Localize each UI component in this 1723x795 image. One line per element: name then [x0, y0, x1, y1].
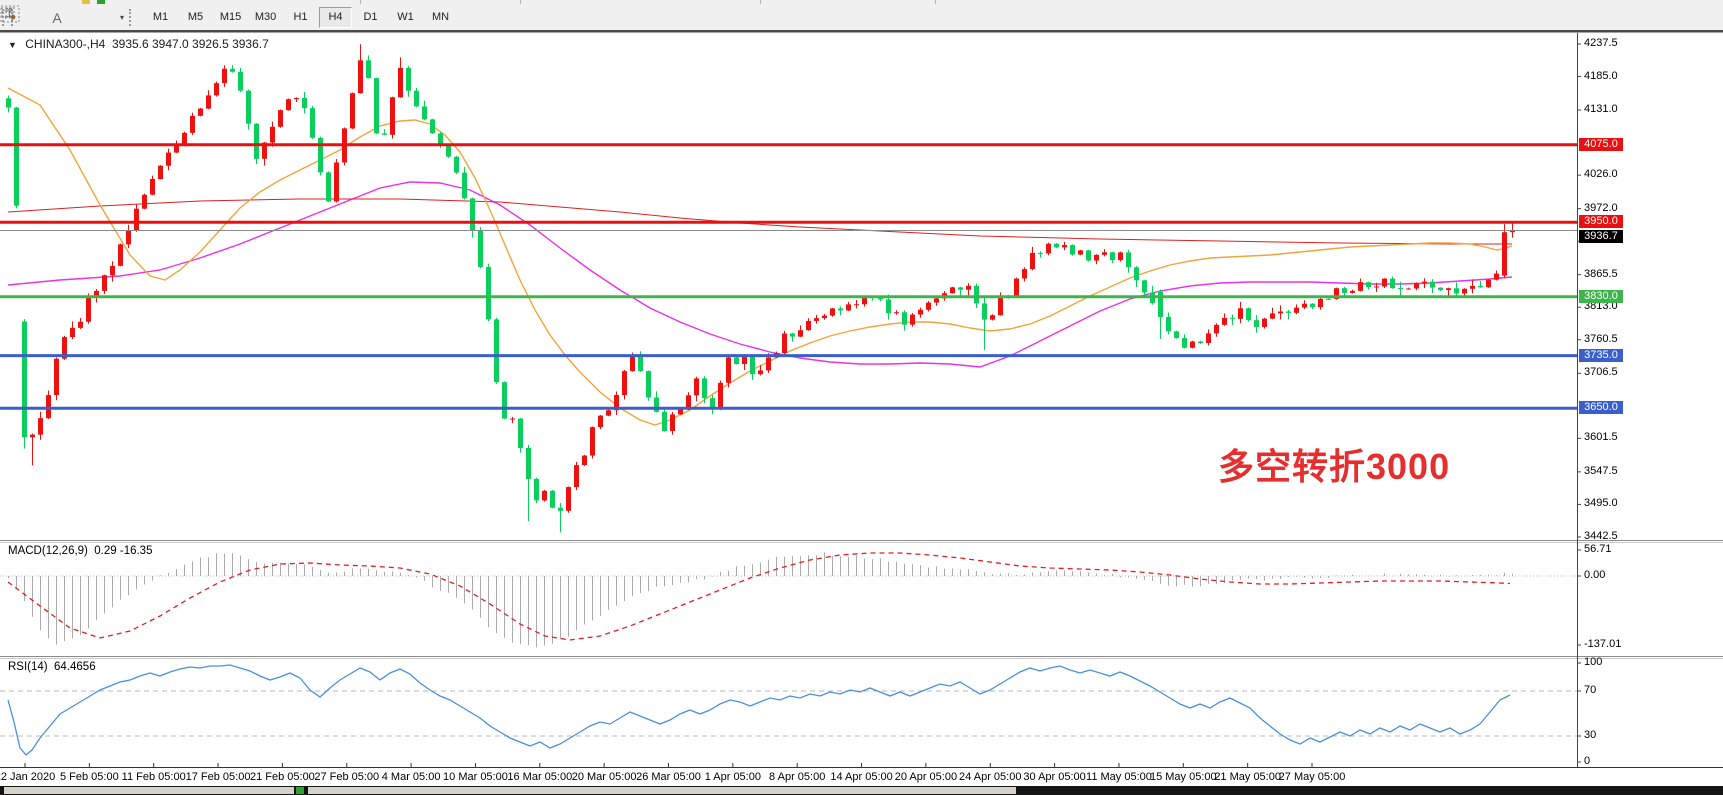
taskbar-green-icon[interactable] — [296, 787, 304, 794]
timeframe-button-M30[interactable]: M30 — [254, 11, 277, 23]
text-icon[interactable]: A — [52, 9, 62, 26]
taskbar-button[interactable] — [308, 787, 1016, 794]
toolbar-divider — [760, 0, 761, 4]
toolbar-divider — [520, 0, 521, 4]
toolbar-divider — [360, 0, 361, 4]
fibonacci-retracement-icon[interactable]: F — [1, 7, 43, 28]
timeframe-button-H4[interactable]: H4 — [319, 7, 353, 28]
toolbar-separator — [129, 9, 138, 26]
timeframe-button-W1[interactable]: W1 — [397, 11, 414, 23]
text-label-icon[interactable]: T — [0, 5, 95, 28]
timeframe-button-D1[interactable]: D1 — [363, 11, 378, 23]
chart-canvas[interactable] — [0, 30, 1723, 795]
chart-annotation-text[interactable]: 多空转折3000 — [1218, 446, 1451, 487]
timeframe-button-M15[interactable]: M15 — [219, 11, 242, 23]
taskbar — [0, 786, 1723, 795]
clipped-icon — [97, 0, 105, 4]
clipped-icon — [82, 0, 90, 4]
taskbar-button[interactable] — [4, 787, 294, 794]
timeframe-button-group: M1 M5 M15 M30 H1 H4 D1 W1 MN — [143, 7, 458, 28]
timeframe-button-M5[interactable]: M5 — [187, 11, 204, 23]
timeframe-button-M1[interactable]: M1 — [152, 11, 169, 23]
svg-text:T: T — [6, 9, 13, 21]
toolbar-divider — [935, 0, 936, 4]
arrow-dropdown-caret[interactable]: ▾ — [120, 13, 125, 22]
timeframe-button-MN[interactable]: MN — [431, 11, 450, 23]
timeframe-button-H1[interactable]: H1 — [293, 11, 308, 23]
arrow-objects-icon[interactable] — [3, 7, 121, 28]
drawing-and-timeframe-toolbar: F A T ▾ M1 M5 M15 M30 H1 H4 D1 W1 MN — [0, 5, 1723, 31]
clipped-upper-toolbar — [0, 0, 1723, 5]
